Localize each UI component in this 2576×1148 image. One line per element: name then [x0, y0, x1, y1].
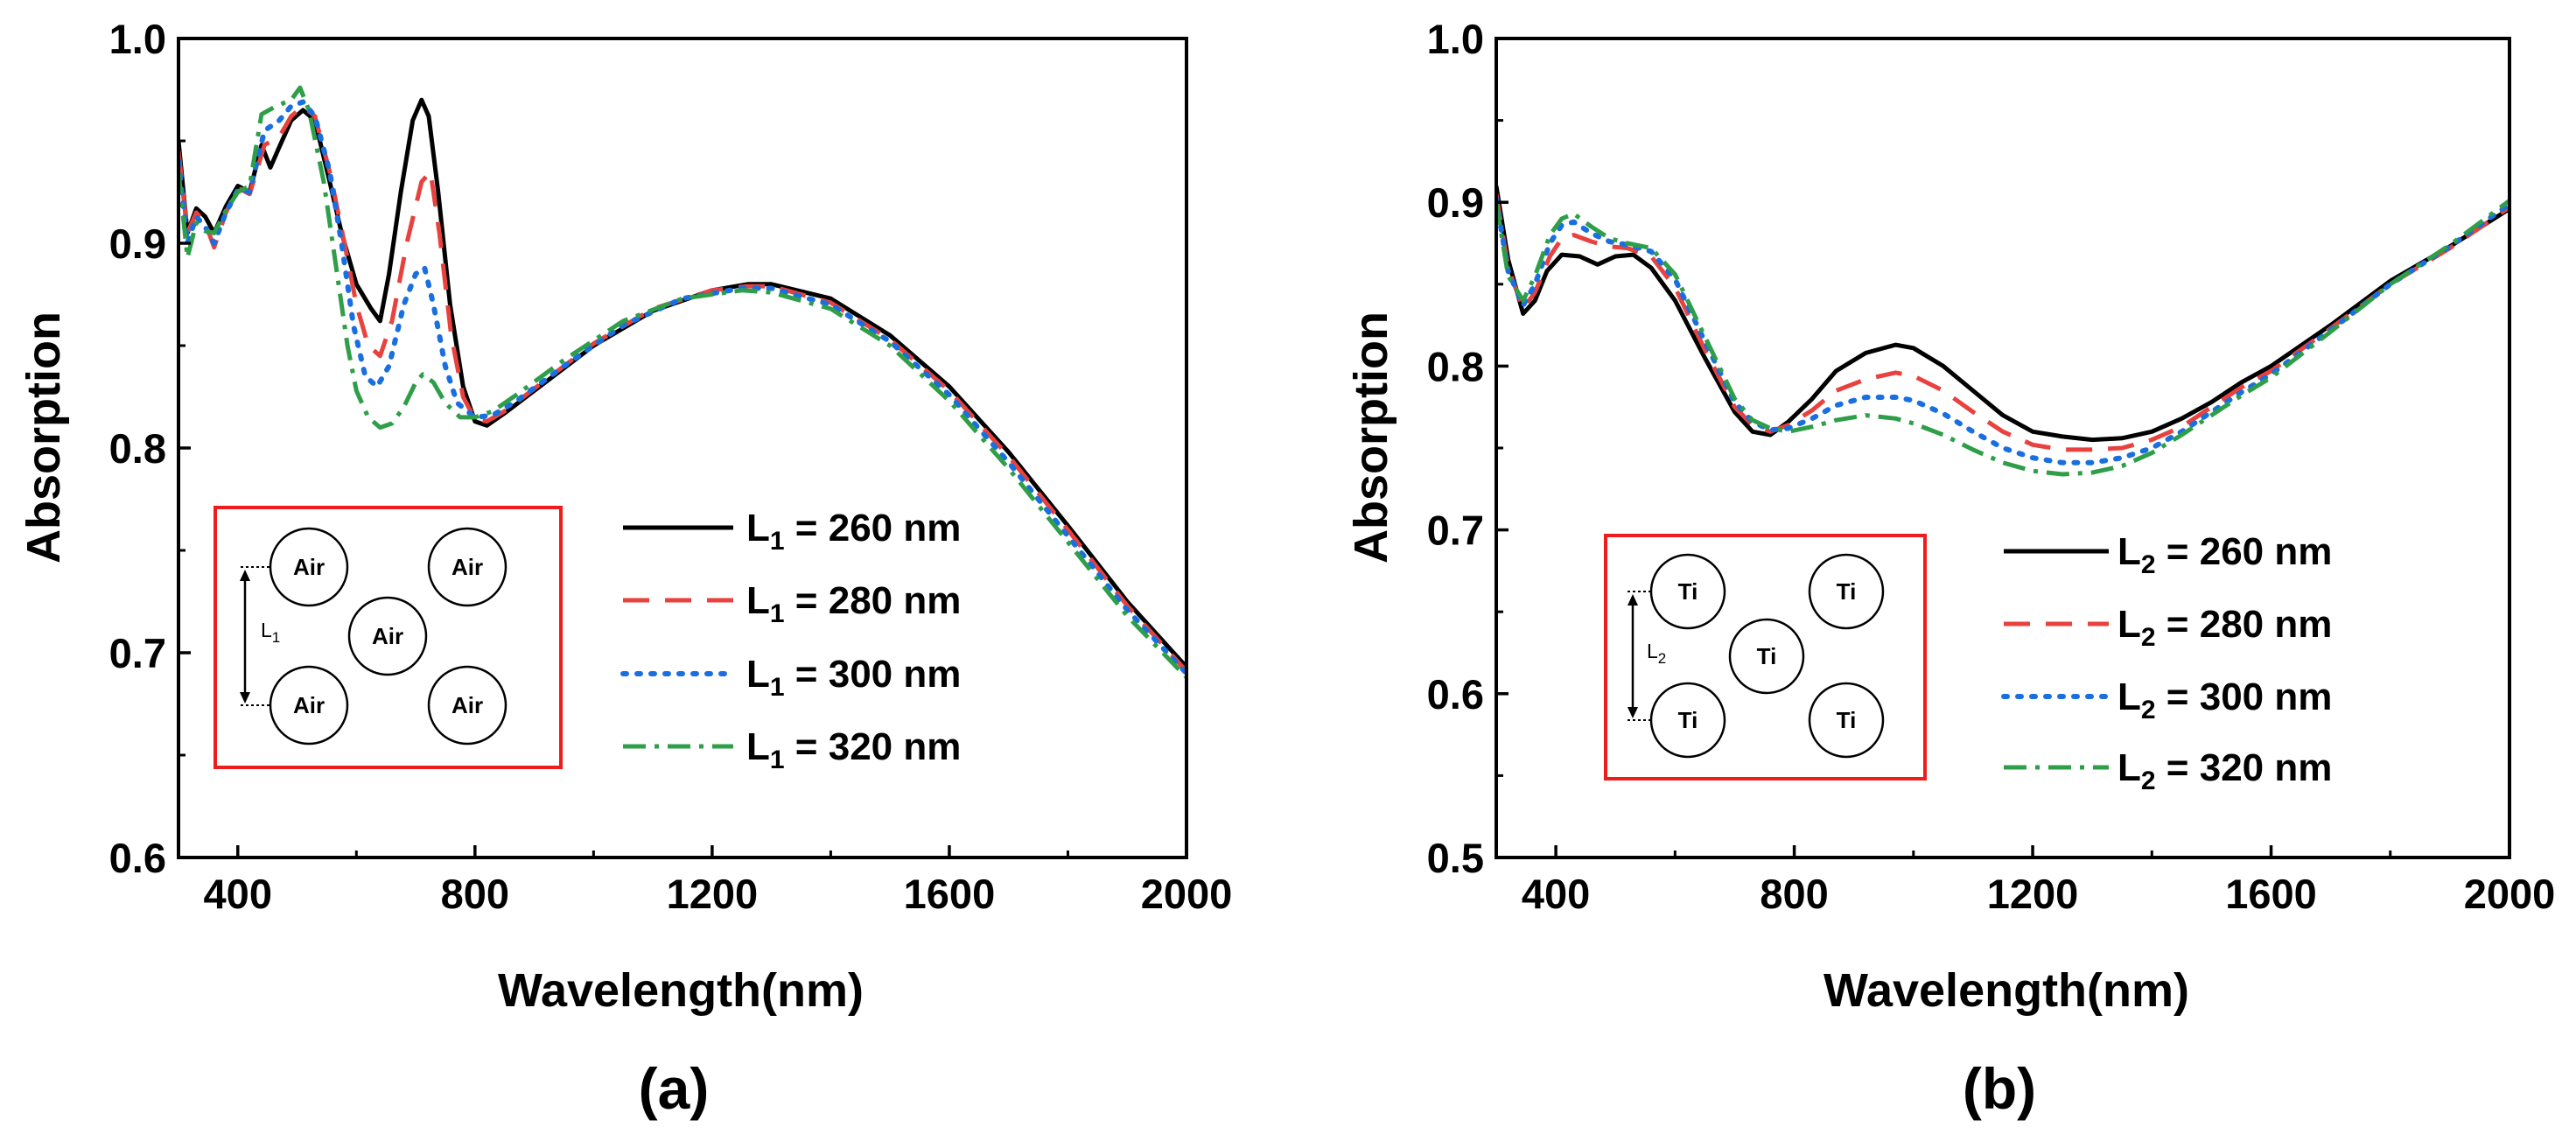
- panel-b-x-tick-label: 800: [1760, 871, 1828, 917]
- panel-b-inset: L2 Ti Ti Ti Ti Ti: [1604, 534, 1927, 780]
- panel-b-legend-label-2: L2 = 300 nm: [2118, 676, 2332, 724]
- panel-a-y-tick-label: 0.8: [109, 425, 166, 472]
- panel-a-series-layer: [178, 85, 1186, 679]
- panel-b-series-line-1: [1496, 193, 2510, 452]
- panel-b-legend-label-1: L2 = 280 nm: [2118, 603, 2332, 652]
- panel-b-inset-circle-bottom-left: Ti: [1649, 682, 1726, 759]
- panel-a-inset-circle-top-left: Air: [269, 527, 349, 607]
- panel-b-y-tick-label: 0.5: [1427, 835, 1484, 881]
- panel-b-series-line-2: [1496, 196, 2510, 466]
- svg-text:Ti: Ti: [1678, 578, 1698, 605]
- svg-text:Air: Air: [372, 623, 403, 649]
- panel-a-legend-label-3: L1 = 320 nm: [746, 725, 961, 774]
- panel-a-legend-label-2: L1 = 300 nm: [746, 653, 961, 702]
- panel-b-y-tick-label: 0.7: [1427, 508, 1484, 554]
- panel-a-inset: L1 Air Air Air Air Air: [214, 506, 563, 769]
- panel-b-chart: 400 800 1200 1600 2000 0.5 0.6 0.7 0.8 0.9 1.0 Abs…: [1345, 16, 2555, 1121]
- panel-b-tick-layer: 400 800 1200 1600 2000 0.5 0.6 0.7 0.8 0.9 1.0: [1427, 16, 2556, 917]
- svg-text:Ti: Ti: [1678, 707, 1698, 733]
- panel-a-x-tick-label: 800: [441, 871, 509, 917]
- panel-b-inset-circle-bottom-right: Ti: [1808, 682, 1885, 759]
- svg-text:Ti: Ti: [1837, 578, 1857, 605]
- panel-b-inset-arrowhead-up: [1628, 594, 1638, 606]
- panel-b-inset-circle-top-right: Ti: [1808, 553, 1885, 630]
- svg-text:Ti: Ti: [1757, 643, 1777, 669]
- panel-b-y-tick-label: 0.8: [1427, 343, 1484, 389]
- svg-text:Ti: Ti: [1837, 707, 1857, 733]
- panel-b-y-tick-label: 1.0: [1427, 16, 1484, 62]
- panel-b-inset-circle-center: Ti: [1728, 618, 1805, 695]
- panel-b-xlabel: Wavelength(nm): [1824, 964, 2189, 1017]
- panel-a-inset-arrowhead-up: [240, 570, 250, 581]
- panel-a-inset-arrowhead-down: [240, 692, 250, 704]
- panel-a-y-tick-label: 0.7: [109, 630, 166, 676]
- panel-a-inset-circle-center: Air: [347, 596, 428, 676]
- svg-text:Air: Air: [452, 692, 483, 718]
- panel-a-inset-circle-bottom-right: Air: [427, 665, 508, 746]
- panel-a-ylabel: Absorption: [18, 312, 70, 564]
- panel-b-inset-arrowhead-down: [1628, 707, 1638, 718]
- panel-b-inset-dimension-label: L2: [1647, 640, 1666, 667]
- panel-b-series-line-0: [1496, 186, 2510, 443]
- panel-a-tick-layer: 400 800 1200 1600 2000 0.6 0.7 0.8 0.9 1.0: [109, 16, 1233, 917]
- panel-b-series-layer: [1496, 186, 2510, 477]
- svg-text:Air: Air: [452, 554, 483, 580]
- panel-b-ylabel: Absorption: [1345, 312, 1397, 564]
- panel-a-panel-label: (a): [639, 1056, 710, 1121]
- panel-a-legend: L1 = 260 nm L1 = 280 nm L1 = 300 nm L1 =…: [620, 507, 961, 774]
- panel-a-inset-circle-bottom-left: Air: [269, 665, 349, 746]
- panel-b-panel-label: (b): [1963, 1056, 2036, 1121]
- panel-b-x-tick-label: 1200: [1987, 871, 2079, 917]
- panel-b-legend-label-3: L2 = 320 nm: [2118, 746, 2332, 795]
- panel-a-x-tick-label: 1600: [904, 871, 996, 917]
- panel-a-series-line-3: [178, 85, 1186, 679]
- panel-a-x-tick-label: 1200: [667, 871, 759, 917]
- panel-a-x-tick-label: 400: [204, 871, 272, 917]
- panel-a-y-tick-label: 0.9: [109, 220, 166, 267]
- svg-text:Air: Air: [293, 692, 325, 718]
- panel-b-x-tick-label: 2000: [2464, 871, 2556, 917]
- panel-a-y-tick-label: 0.6: [109, 835, 166, 881]
- svg-text:Air: Air: [293, 554, 325, 580]
- panel-b-x-tick-label: 1600: [2225, 871, 2317, 917]
- panel-b-y-tick-label: 0.6: [1427, 671, 1484, 718]
- panel-a-y-tick-label: 1.0: [109, 16, 166, 62]
- panel-b-legend-label-0: L2 = 260 nm: [2118, 530, 2332, 579]
- panel-a-series-line-2: [178, 99, 1186, 676]
- panel-b-x-tick-label: 400: [1522, 871, 1590, 917]
- panel-a-legend-label-1: L1 = 280 nm: [746, 579, 961, 628]
- panel-b-inset-circle-top-left: Ti: [1649, 553, 1726, 630]
- panel-b-y-tick-label: 0.9: [1427, 179, 1484, 226]
- panel-b-series-line-3: [1496, 199, 2510, 477]
- panel-a-chart: 400 800 1200 1600 2000 0.6 0.7 0.8 0.9 1.0 Absorp…: [18, 16, 1232, 1121]
- panel-a-x-tick-label: 2000: [1141, 871, 1233, 917]
- panel-a-inset-circle-top-right: Air: [427, 527, 508, 607]
- panel-a-xlabel: Wavelength(nm): [498, 964, 864, 1017]
- panel-b-legend: L2 = 260 nm L2 = 280 nm L2 = 300 nm L2 =…: [2001, 530, 2332, 795]
- panel-a-legend-label-0: L1 = 260 nm: [746, 507, 961, 556]
- panel-a-inset-dimension-label: L1: [261, 619, 280, 646]
